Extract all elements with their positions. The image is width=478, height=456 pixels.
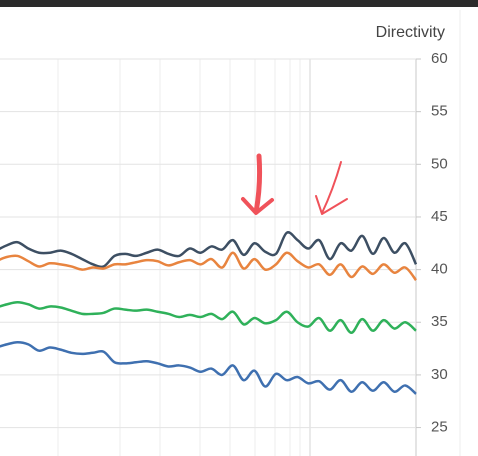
series-line bbox=[0, 341, 417, 395]
series-line bbox=[0, 251, 417, 281]
chart-title: Directivity bbox=[376, 24, 445, 41]
annotation-arrows bbox=[241, 153, 348, 215]
y-tick-label: 30 bbox=[431, 366, 448, 383]
y-tick-label: 60 bbox=[431, 50, 448, 67]
series-line bbox=[0, 231, 418, 269]
y-tick-label: 35 bbox=[431, 313, 448, 330]
series-line bbox=[0, 301, 417, 335]
y-tick-label: 50 bbox=[431, 155, 448, 172]
y-tick-label: 45 bbox=[431, 208, 448, 225]
y-tick-label: 40 bbox=[431, 261, 448, 278]
y-tick-label: 25 bbox=[431, 419, 448, 436]
top-bar bbox=[0, 0, 478, 7]
y-tick-label: 55 bbox=[431, 103, 448, 120]
